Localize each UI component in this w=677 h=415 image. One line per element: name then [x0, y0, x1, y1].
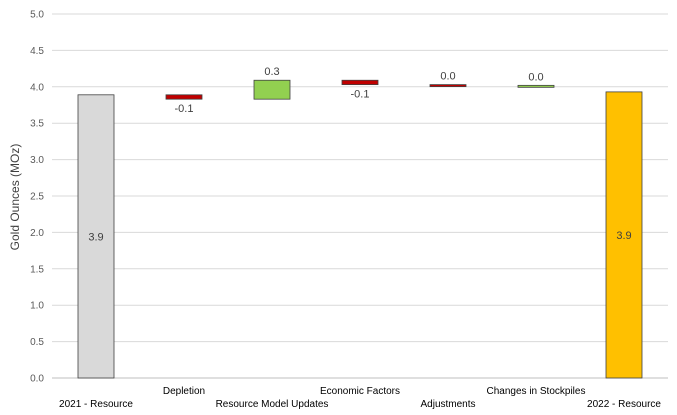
data-labels: 3.9 -0.1 0.3 -0.1 0.0 0.0 3.9	[88, 66, 631, 243]
data-label: 0.3	[264, 66, 279, 78]
bar-increase	[253, 79, 291, 100]
y-axis-ticks: 0.0 0.5 1.0 1.5 2.0 2.5 3.0 3.5 4.0 4.5 5.0	[30, 10, 44, 385]
x-category-label: 2022 - Resource	[587, 399, 661, 410]
bar-decrease	[341, 79, 379, 86]
y-axis-title: Gold Ounces (MOz)	[8, 144, 22, 251]
y-tick-label: 0.0	[30, 374, 44, 385]
y-tick-label: 3.0	[30, 155, 44, 166]
data-label: 3.9	[616, 230, 631, 242]
bar-decrease	[165, 94, 203, 100]
y-tick-label: 1.0	[30, 301, 44, 312]
data-label: 3.9	[88, 231, 103, 243]
x-axis-categories: 2021 - Resource Depletion Resource Model U…	[59, 386, 661, 410]
x-category-label: Adjustments	[420, 399, 475, 410]
data-label: 0.0	[528, 71, 543, 83]
x-category-label: 2021 - Resource	[59, 399, 133, 410]
data-label: -0.1	[351, 89, 370, 101]
y-tick-label: 5.0	[30, 10, 44, 21]
y-tick-label: 1.5	[30, 264, 44, 275]
x-category-label: Depletion	[163, 386, 205, 397]
x-category-label: Resource Model Updates	[216, 399, 329, 410]
bar-total	[77, 94, 115, 379]
bar-increase	[517, 84, 555, 88]
y-tick-label: 2.5	[30, 192, 44, 203]
bars	[77, 79, 643, 379]
y-tick-label: 4.0	[30, 82, 44, 93]
x-category-label: Changes in Stockpiles	[487, 386, 586, 397]
gridlines	[52, 13, 668, 379]
bar-total	[605, 91, 643, 379]
y-tick-label: 2.0	[30, 228, 44, 239]
y-tick-label: 0.5	[30, 337, 44, 348]
y-tick-label: 3.5	[30, 119, 44, 130]
data-label: 0.0	[440, 71, 455, 83]
data-label: -0.1	[175, 103, 194, 115]
y-tick-label: 4.5	[30, 46, 44, 57]
bar-decrease	[429, 84, 467, 88]
x-category-label: Economic Factors	[320, 386, 400, 397]
